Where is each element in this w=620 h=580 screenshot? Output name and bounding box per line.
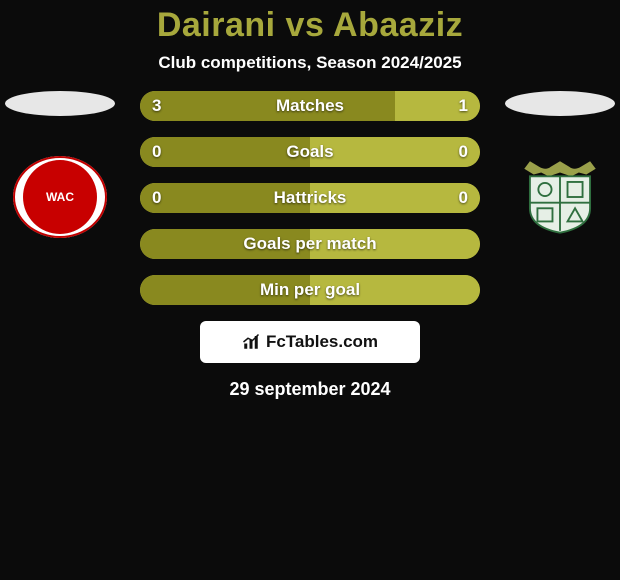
- comparison-infographic: Dairani vs Abaaziz Club competitions, Se…: [0, 0, 620, 580]
- subtitle: Club competitions, Season 2024/2025: [0, 53, 620, 73]
- bar-value-left: 0: [152, 183, 161, 213]
- page-title: Dairani vs Abaaziz: [0, 0, 620, 45]
- bar-label: Matches: [140, 91, 480, 121]
- bar-row: Hattricks0 0: [140, 183, 480, 213]
- bar-value-right: 0: [459, 183, 468, 213]
- date-text: 29 september 2024: [0, 379, 620, 400]
- bar-label: Goals per match: [140, 229, 480, 259]
- club-right-logo: [513, 156, 607, 238]
- bar-value-right: 1: [459, 91, 468, 121]
- club-left-logo-outer: WAC: [13, 156, 107, 238]
- bar-row: Min per goal: [140, 275, 480, 305]
- player-right-silhouette: [505, 91, 615, 116]
- bar-value-right: 0: [459, 137, 468, 167]
- bar-value-left: 3: [152, 91, 161, 121]
- chart-icon: [242, 333, 260, 351]
- credit-text: FcTables.com: [266, 332, 378, 352]
- bar-row: Goals0 0: [140, 137, 480, 167]
- bar-row: Goals per match: [140, 229, 480, 259]
- comparison-bars: Matches31Goals00Hattricks00Goals per mat…: [140, 91, 480, 305]
- bar-row: Matches3 1: [140, 91, 480, 121]
- club-left-logo-inner: WAC: [23, 160, 97, 234]
- club-right-shield-icon: [513, 159, 607, 235]
- player-left: WAC: [0, 91, 120, 238]
- player-right: [500, 91, 620, 238]
- credit-badge: FcTables.com: [200, 321, 420, 363]
- player-left-silhouette: [5, 91, 115, 116]
- bar-label: Hattricks: [140, 183, 480, 213]
- bar-label: Min per goal: [140, 275, 480, 305]
- bar-value-left: 0: [152, 137, 161, 167]
- club-left-logo: WAC: [13, 156, 107, 238]
- main: WAC Matches31Goals00Hattr: [0, 91, 620, 305]
- bar-label: Goals: [140, 137, 480, 167]
